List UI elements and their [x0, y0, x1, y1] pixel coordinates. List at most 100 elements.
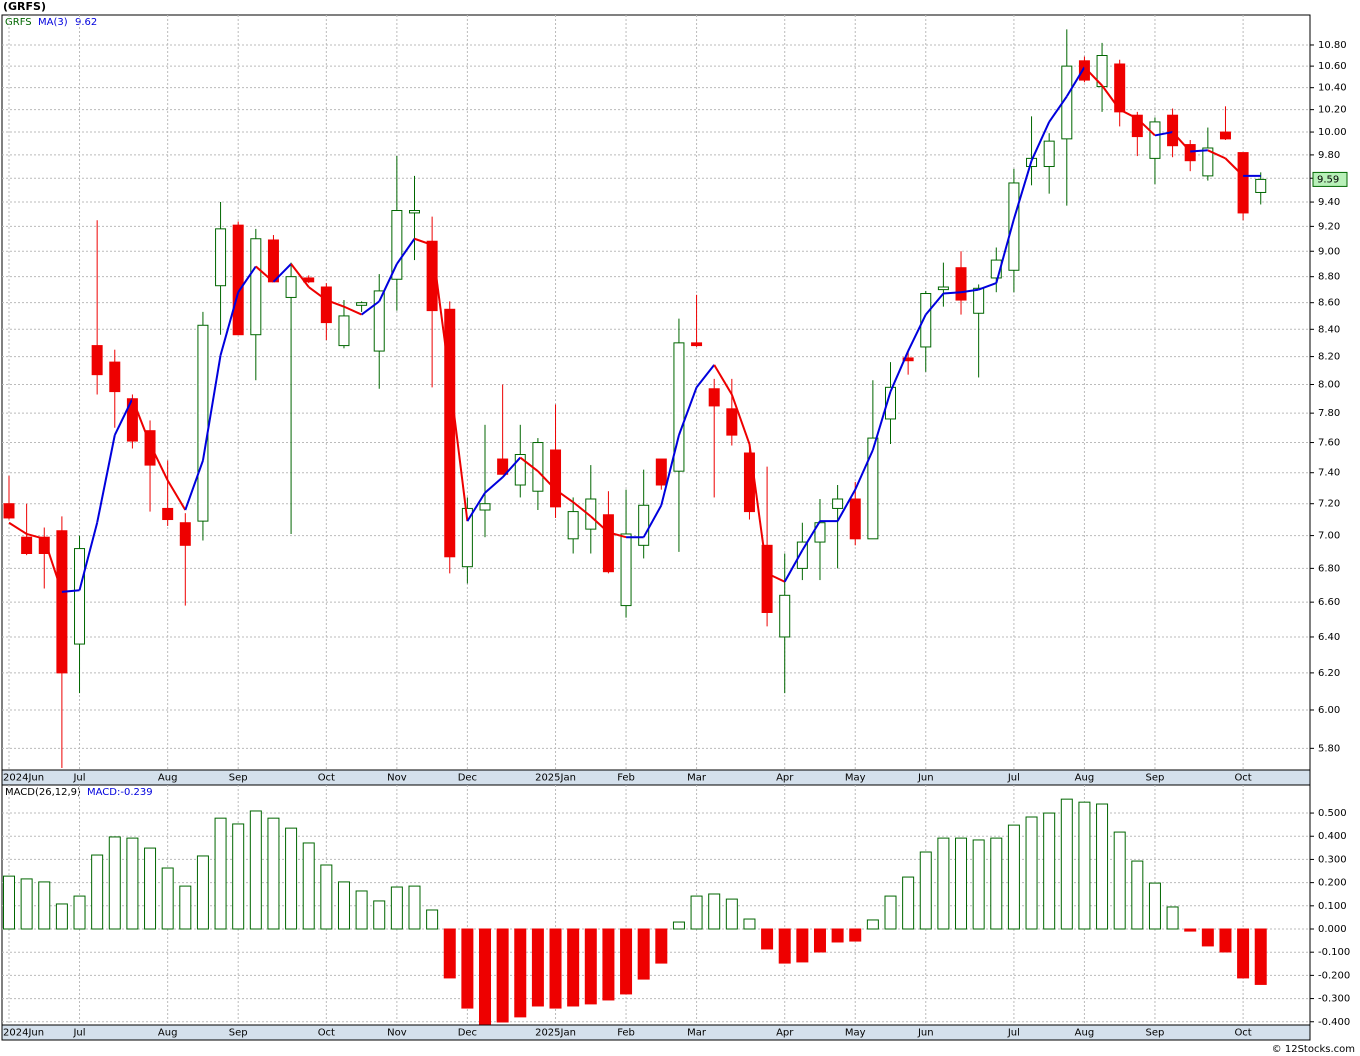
x-tick-label: Sep [1146, 773, 1165, 784]
ma-segment [590, 515, 610, 534]
macd-bar [902, 876, 915, 930]
candle-body [91, 345, 103, 376]
candle-body [1202, 147, 1214, 177]
ma-segment [836, 489, 857, 522]
candle-body [532, 442, 544, 492]
macd-bar [672, 921, 685, 930]
x-tick-label: Jul [72, 1028, 85, 1039]
y-tick-label: 0.200 [1318, 878, 1347, 889]
legend-macd: MACD(26,12,9) [5, 787, 81, 798]
y-tick-label: 6.20 [1318, 668, 1340, 679]
candle-body [955, 267, 967, 301]
y-tick-label: -0.200 [1318, 970, 1350, 981]
ma-segment [1207, 149, 1226, 160]
macd-bar [1007, 824, 1020, 930]
y-tick-label: 0.100 [1318, 901, 1347, 912]
candle-body [708, 388, 720, 407]
candle-body [1131, 114, 1143, 138]
macd-bar [249, 810, 262, 930]
x-tick-label: Jul [1007, 773, 1020, 784]
ma-segment [995, 218, 1015, 284]
candle-body [162, 507, 174, 521]
candle-body [726, 408, 738, 436]
macd-bar [602, 928, 615, 1001]
x-tick-label: Apr [776, 1028, 794, 1039]
chart-title: (GRFS) [3, 0, 46, 13]
candle-body [1255, 178, 1267, 193]
x-tick-label: Jun [917, 1028, 934, 1039]
last-price-box [1312, 171, 1348, 187]
macd-bar [232, 823, 245, 930]
macd-bar [426, 909, 439, 930]
candle-body [1219, 131, 1231, 140]
candle-body [567, 511, 579, 540]
x-tick-label: May [845, 773, 866, 784]
ma-segment [924, 292, 945, 316]
x-tick-label: Oct [318, 1028, 335, 1039]
ma-segment [484, 476, 504, 494]
candle-body [391, 210, 403, 280]
x-tick-label: 2025Jan [535, 1028, 576, 1039]
ma-segment [1136, 117, 1156, 137]
x-tick-label: Dec [458, 1028, 477, 1039]
candle-body [215, 228, 227, 287]
y-tick-label: 9.40 [1318, 197, 1340, 208]
x-tick-label: Apr [776, 773, 794, 784]
ma-segment [678, 386, 698, 436]
macd-bar [567, 928, 580, 1007]
x-tick-label: Feb [617, 773, 635, 784]
macd-bar [496, 928, 509, 1023]
macd-bar [302, 842, 315, 930]
macd-bar [355, 890, 368, 930]
legend-macd-value: MACD:-0.239 [87, 787, 153, 798]
ma-segment [219, 291, 240, 356]
macd-bar [866, 919, 879, 930]
ma-segment [519, 456, 539, 472]
x-tick-label: 2024Jun [3, 773, 44, 784]
ma-segment [1171, 131, 1191, 153]
candle-body [902, 357, 914, 362]
y-tick-label: 9.20 [1318, 221, 1340, 232]
candle-body [514, 454, 526, 486]
legend-ma-value: 9.62 [75, 17, 97, 28]
macd-bar [690, 895, 703, 930]
macd-bar [955, 837, 968, 930]
ma-segment [1224, 157, 1244, 177]
ma-segment [766, 572, 786, 583]
ma-segment [431, 244, 451, 379]
macd-bar [831, 928, 844, 943]
ma-segment [325, 299, 345, 308]
macd-bar [778, 928, 791, 964]
ma-segment [1190, 149, 1208, 153]
macd-bar [1060, 798, 1073, 930]
candle-body [267, 239, 279, 283]
ma-segment [907, 314, 927, 352]
candle-body [408, 210, 420, 214]
candle-body [832, 498, 844, 509]
macd-bar [708, 893, 721, 930]
macd-bar [461, 928, 474, 1009]
x-tick-label: Sep [1146, 1028, 1165, 1039]
candle-body [356, 302, 368, 306]
ma-segment [414, 237, 433, 246]
ma-segment [1048, 95, 1068, 123]
y-tick-label: -0.400 [1318, 1017, 1350, 1028]
candle-body [691, 342, 703, 347]
ma-segment [131, 398, 151, 445]
ma-segment [554, 488, 574, 503]
candle-body [1184, 144, 1196, 162]
macd-bar [20, 878, 33, 930]
ma-segment [642, 504, 663, 538]
y-tick-label: 0.500 [1318, 808, 1347, 819]
y-tick-label: 8.40 [1318, 324, 1340, 335]
candle-body [937, 286, 949, 291]
ma-segment [537, 470, 557, 491]
macd-bar [1148, 882, 1161, 930]
candle-body [779, 594, 791, 638]
macd-bar [3, 875, 15, 930]
y-tick-label: 10.00 [1318, 127, 1347, 138]
ma-segment [26, 533, 45, 540]
ma-segment [255, 265, 275, 283]
macd-bar [937, 837, 950, 930]
y-tick-label: 6.60 [1318, 597, 1340, 608]
